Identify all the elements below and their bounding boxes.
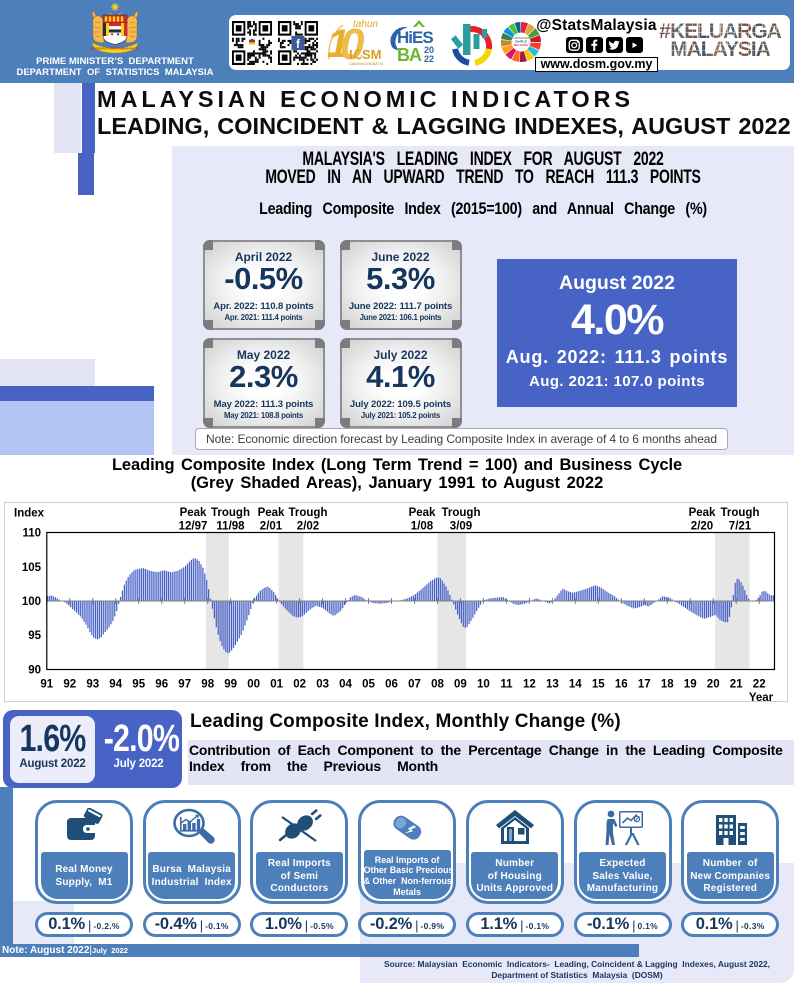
svg-text:2/01: 2/01 [260,521,283,533]
svg-text:Peak: Peak [258,507,285,519]
svg-text:16: 16 [615,679,628,691]
svg-text:Year: Year [749,692,774,704]
svg-text:12: 12 [523,679,536,691]
svg-text:07: 07 [408,679,421,691]
svg-text:Trough: Trough [442,507,481,519]
svg-text:19: 19 [684,679,697,691]
svg-text:98: 98 [201,679,214,691]
svg-text:Index: Index [14,508,45,520]
svg-text:MALAYSIA: MALAYSIA [514,43,528,47]
svg-text:20: 20 [424,45,434,55]
svg-text:03: 03 [316,679,329,691]
svg-text:tahun: tahun [353,19,378,30]
svg-text:1/08: 1/08 [411,521,434,533]
svg-text:90: 90 [28,665,41,677]
svg-text:Trough: Trough [289,507,328,519]
svg-text:BA: BA [397,45,422,65]
svg-text:15: 15 [592,679,605,691]
svg-text:Trough: Trough [721,507,760,519]
svg-text:2/20: 2/20 [691,521,713,533]
svg-text:95: 95 [28,630,41,642]
svg-text:20: 20 [707,679,720,691]
svg-text:1: 1 [327,22,349,66]
svg-text:Trough: Trough [211,507,250,519]
svg-text:09: 09 [454,679,467,691]
svg-text:94: 94 [109,679,122,691]
svg-text:Peak: Peak [689,507,716,519]
svg-text:92: 92 [63,679,76,691]
svg-text:99: 99 [224,679,237,691]
svg-text:11/98: 11/98 [216,521,245,533]
svg-text:01: 01 [270,679,283,691]
svg-text:95: 95 [132,679,145,691]
svg-text:Peak: Peak [409,507,436,519]
svg-text:SUSTAINABLE: SUSTAINABLE [512,36,531,40]
svg-text:IℒSM: IℒSM [349,47,381,62]
svg-text:17: 17 [638,679,651,691]
svg-text:06: 06 [385,679,398,691]
svg-text:02: 02 [293,679,306,691]
svg-text:14: 14 [569,679,582,691]
svg-text:LABORAN KHIDMAT MALAYSIA 2012-: LABORAN KHIDMAT MALAYSIA 2012-2022 [349,62,383,66]
svg-text:0: 0 [340,20,365,69]
svg-text:HiES: HiES [397,28,433,47]
svg-text:93: 93 [86,679,99,691]
svg-text:22: 22 [424,54,434,64]
svg-text:21: 21 [730,679,743,691]
svg-text:04: 04 [339,679,352,691]
svg-text:97: 97 [178,679,191,691]
svg-text:13: 13 [546,679,559,691]
svg-text:91: 91 [40,679,53,691]
svg-text:3/09: 3/09 [450,521,472,533]
svg-text:Peak: Peak [180,507,207,519]
svg-text:G●ALS: G●ALS [515,39,527,43]
svg-text:BERSEKUTU BERTAMBAH MUTU: BERSEKUTU BERTAMBAH MUTU [91,47,139,51]
svg-text:f: f [296,38,300,51]
svg-text:105: 105 [22,562,42,574]
svg-text:22: 22 [753,679,766,691]
svg-text:08: 08 [431,679,444,691]
svg-text:11: 11 [500,679,513,691]
svg-text:110: 110 [22,528,41,540]
svg-text:12/97: 12/97 [179,521,208,533]
svg-text:7/21: 7/21 [729,521,752,533]
svg-text:00: 00 [247,679,260,691]
svg-text:96: 96 [155,679,168,691]
svg-text:10: 10 [477,679,490,691]
svg-text:2/02: 2/02 [297,521,319,533]
svg-text:18: 18 [661,679,674,691]
svg-text:05: 05 [362,679,375,691]
svg-text:100: 100 [22,596,41,608]
